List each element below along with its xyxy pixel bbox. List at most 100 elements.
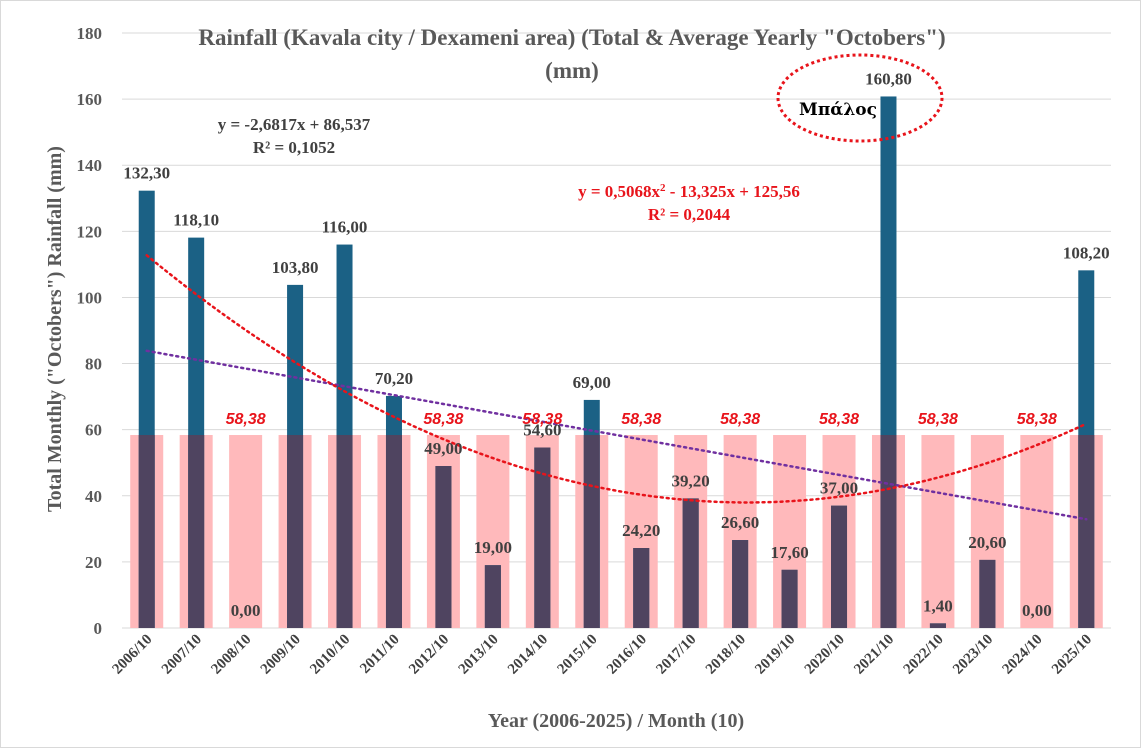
- x-tick-label: 2016/10: [604, 632, 650, 678]
- y-tick-label: 140: [77, 156, 103, 175]
- poly-equation-prefix: y = 0,5068x: [578, 182, 660, 201]
- x-tick-label: 2013/10: [456, 632, 502, 678]
- bar-value-label: 49,00: [424, 439, 462, 458]
- linear-trendline: [145, 349, 1088, 521]
- bar-value-label: 108,20: [1063, 243, 1110, 262]
- x-tick-label: 2024/10: [1000, 632, 1046, 678]
- bar-value-label: 103,80: [272, 258, 319, 277]
- poly-trend-equation: y = 0,5068x2 - 13,325x + 125,56: [578, 182, 800, 201]
- bar-value-label: 1,40: [923, 596, 953, 615]
- bar-value-label: 17,60: [770, 543, 808, 562]
- rainfall-bar-overlap: [1078, 435, 1095, 628]
- rainfall-bar-overlap: [583, 435, 600, 628]
- average-value-label: 58,38: [819, 411, 859, 428]
- bar-value-label: 116,00: [322, 218, 368, 237]
- average-bar: [921, 435, 955, 628]
- x-tick-label: 2020/10: [802, 632, 848, 678]
- rainfall-bar-overlap: [831, 505, 848, 628]
- bar-value-label: 69,00: [573, 373, 611, 392]
- poly-equation-suffix: - 13,325x + 125,56: [666, 182, 800, 201]
- bar-value-label: 118,10: [173, 211, 219, 230]
- callout-label: Μπάλος: [799, 100, 877, 120]
- x-tick-label: 2021/10: [851, 632, 897, 678]
- y-tick-label: 100: [77, 288, 103, 307]
- x-tick-label: 2018/10: [703, 632, 749, 678]
- average-bar: [1020, 435, 1054, 628]
- average-bar: [229, 435, 263, 628]
- bar-value-label: 20,60: [968, 533, 1006, 552]
- bar-value-label: 24,20: [622, 521, 660, 540]
- bar-value-label: 37,00: [820, 479, 858, 498]
- rainfall-bar-overlap: [435, 466, 452, 628]
- linear-trend-equation: y = -2,6817x + 86,537: [218, 115, 371, 134]
- average-value-label: 58,38: [1017, 411, 1057, 428]
- poly-trend-r2: R² = 0,2044: [648, 205, 731, 224]
- rainfall-bar-overlap: [138, 435, 155, 628]
- y-tick-label: 20: [85, 553, 102, 572]
- y-tick-label: 160: [77, 90, 103, 109]
- y-tick-label: 120: [77, 222, 103, 241]
- rainfall-bar-overlap: [732, 540, 749, 628]
- chart-title-line2: (mm): [545, 58, 599, 83]
- x-axis-title: Year (2006-2025) / Month (10): [488, 710, 744, 732]
- y-tick-label: 40: [85, 487, 102, 506]
- x-tick-label: 2015/10: [555, 632, 601, 678]
- bar-value-label: 26,60: [721, 513, 759, 532]
- y-tick-label: 80: [85, 355, 102, 374]
- x-tick-label: 2025/10: [1049, 632, 1095, 678]
- average-bars: [130, 435, 1103, 628]
- x-tick-label: 2009/10: [258, 632, 304, 678]
- bar-value-label: 39,20: [672, 471, 710, 490]
- average-value-label: 58,38: [522, 411, 562, 428]
- x-tick-label: 2014/10: [505, 632, 551, 678]
- bar-value-label: 0,00: [1022, 601, 1052, 620]
- chart-title-line1: Rainfall (Kavala city / Dexameni area) (…: [198, 25, 945, 50]
- x-tick-label: 2011/10: [357, 632, 402, 677]
- x-tick-label: 2007/10: [159, 632, 205, 678]
- rainfall-bar-overlap: [287, 435, 304, 628]
- average-value-label: 58,38: [621, 411, 661, 428]
- bar-value-label: 160,80: [865, 69, 912, 88]
- rainfall-bar-overlap: [781, 569, 798, 628]
- x-tick-label: 2006/10: [109, 632, 155, 678]
- average-value-label: 58,38: [720, 411, 760, 428]
- average-value-label: 58,38: [918, 411, 958, 428]
- data-labels: 132,30 118,10 0,00 103,80 116,00 70,20 49,00 19…: [123, 69, 1109, 620]
- x-tick-label: 2017/10: [653, 632, 699, 678]
- rainfall-bar-overlap: [682, 498, 699, 628]
- y-axis-title: Total Monthly ("Octobers") Rainfall (mm): [44, 146, 66, 512]
- y-tick-label: 180: [77, 24, 103, 43]
- bar-value-label: 0,00: [231, 601, 261, 620]
- y-tick-label: 0: [94, 619, 103, 638]
- x-tick-label: 2022/10: [901, 632, 947, 678]
- rainfall-bar-overlap: [484, 565, 501, 628]
- x-tick-label: 2023/10: [950, 632, 996, 678]
- y-axis-ticks: 0 20 40 60 80 100 120 140 160 180: [77, 24, 103, 638]
- x-axis-ticks: 2006/10 2007/10 2008/10 2009/10 2010/10 2011/…: [109, 632, 1095, 678]
- trendlines: [145, 254, 1088, 521]
- x-tick-label: 2008/10: [208, 632, 254, 678]
- bar-value-label: 54,60: [523, 421, 561, 440]
- x-tick-label: 2019/10: [752, 632, 798, 678]
- overlap-bars: [138, 435, 1095, 628]
- rainfall-bar-overlap: [385, 435, 402, 628]
- rainfall-bar-overlap: [633, 548, 650, 628]
- average-value-label: 58,38: [226, 411, 266, 428]
- y-tick-label: 60: [85, 421, 102, 440]
- average-value-label: 58,38: [423, 411, 463, 428]
- bar-value-label: 19,00: [474, 538, 512, 557]
- rainfall-bar-overlap: [336, 435, 353, 628]
- bar-value-label: 132,30: [123, 164, 170, 183]
- rainfall-bar-overlap: [979, 559, 996, 628]
- rainfall-bar-overlap: [188, 435, 205, 628]
- rainfall-bar-overlap: [929, 623, 946, 628]
- x-tick-label: 2012/10: [406, 632, 452, 678]
- x-tick-label: 2010/10: [307, 632, 353, 678]
- callout-ring: [776, 53, 944, 143]
- polynomial-trendline: [145, 254, 1088, 504]
- rainfall-bar-overlap: [534, 447, 551, 628]
- bar-value-label: 70,20: [375, 369, 413, 388]
- rainfall-bar-overlap: [880, 435, 897, 628]
- linear-trend-r2: R² = 0,1052: [253, 138, 335, 157]
